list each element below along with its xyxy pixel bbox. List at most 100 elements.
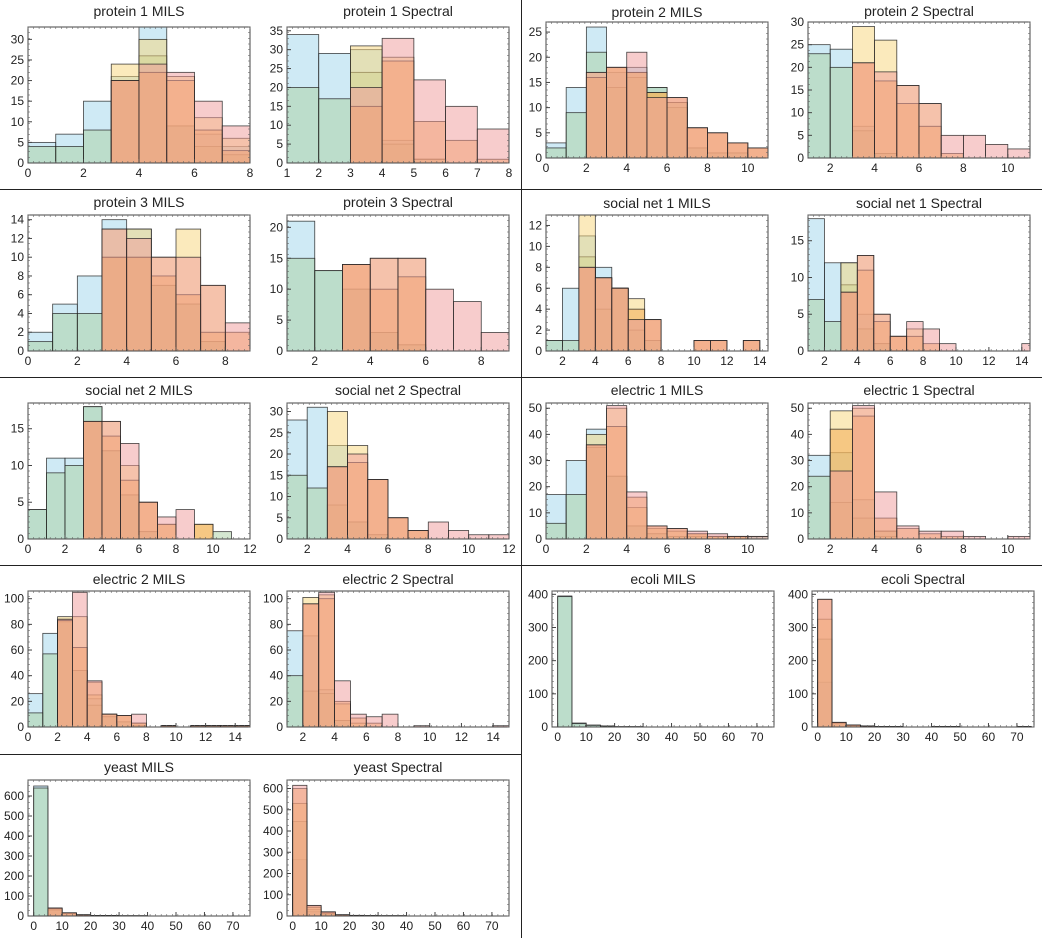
y-tick-label: 20	[270, 447, 284, 461]
y-tick-label: 15	[11, 94, 25, 108]
y-tick-label: 0	[276, 156, 283, 170]
minor-ticks	[807, 214, 1031, 352]
x-tick-label: 1	[284, 166, 291, 180]
x-tick-label: 10	[1001, 542, 1015, 556]
y-tick-label: 20	[11, 694, 25, 708]
minor-ticks	[807, 21, 1031, 159]
y-tick-label: 300	[788, 620, 808, 634]
y-tick-label: 6	[535, 281, 542, 295]
y-tick-label: 200	[4, 869, 24, 883]
x-tick-label: 6	[385, 542, 392, 556]
x-tick-label: 8	[920, 354, 927, 368]
minor-ticks	[545, 214, 769, 352]
y-tick-label: 0	[541, 720, 548, 734]
y-tick-label: 40	[791, 427, 805, 441]
chart-title: protein 1 MILS	[93, 3, 184, 19]
x-tick-label: 7	[474, 166, 481, 180]
x-tick-label: 0	[554, 730, 561, 744]
x-tick-label: 12	[720, 354, 734, 368]
y-tick-label: 10	[11, 250, 25, 264]
y-tick-label: 5	[276, 137, 283, 151]
x-tick-label: 10	[839, 730, 853, 744]
y-tick-label: 2	[17, 325, 24, 339]
y-tick-label: 400	[528, 587, 548, 601]
x-tick-label: 30	[636, 730, 650, 744]
x-tick-label: 10	[55, 919, 69, 933]
y-tick-label: 100	[528, 687, 548, 701]
y-tick-label: 0	[17, 720, 24, 734]
x-tick-label: 8	[173, 542, 180, 556]
chart-title: electric 2 Spectral	[342, 571, 453, 587]
x-tick-label: 4	[623, 542, 630, 556]
y-tick-label: 15	[11, 422, 25, 436]
x-tick-label: 0	[30, 919, 37, 933]
x-tick-label: 8	[478, 354, 485, 368]
chart-title: protein 1 Spectral	[343, 3, 453, 19]
y-tick-label: 10	[529, 506, 543, 520]
x-tick-label: 40	[400, 919, 414, 933]
x-tick-label: 4	[99, 542, 106, 556]
x-tick-label: 3	[347, 166, 354, 180]
bar-red	[413, 79, 446, 164]
x-tick-label: 0	[25, 166, 32, 180]
x-tick-label: 4	[379, 166, 386, 180]
bar-red	[320, 911, 336, 917]
x-tick-label: 20	[343, 919, 357, 933]
y-tick-label: 100	[4, 592, 24, 606]
x-tick-label: 50	[953, 730, 967, 744]
y-tick-label: 10	[791, 106, 805, 120]
x-tick-label: 4	[623, 161, 630, 175]
y-tick-label: 25	[270, 62, 284, 76]
y-tick-label: 15	[791, 234, 805, 248]
x-tick-label: 70	[750, 730, 764, 744]
bar-green	[318, 98, 351, 164]
x-tick-label: 4	[136, 166, 143, 180]
x-tick-label: 10	[1001, 161, 1015, 175]
x-tick-label: 50	[169, 919, 183, 933]
x-tick-label: 8	[960, 161, 967, 175]
x-tick-label: 50	[428, 919, 442, 933]
chart-title: social net 1 Spectral	[856, 195, 982, 211]
chart-title: protein 2 Spectral	[864, 3, 974, 19]
bar-red	[150, 256, 177, 352]
y-tick-label: 25	[11, 53, 25, 67]
x-tick-label: 12	[243, 542, 257, 556]
bar-red	[445, 105, 478, 164]
y-tick-label: 5	[276, 313, 283, 327]
x-tick-label: 40	[141, 919, 155, 933]
minor-ticks	[286, 779, 510, 917]
bar-red	[292, 784, 308, 917]
x-tick-label: 30	[896, 730, 910, 744]
x-tick-label: 12	[455, 730, 469, 744]
x-tick-label: 8	[143, 730, 150, 744]
bar-red	[453, 301, 482, 352]
y-tick-label: 4	[17, 306, 24, 320]
minor-ticks	[807, 402, 1031, 540]
x-tick-label: 6	[191, 166, 198, 180]
y-tick-label: 200	[263, 867, 283, 881]
chart-title: protein 3 Spectral	[343, 194, 453, 210]
y-tick-label: 5	[797, 307, 804, 321]
y-tick-label: 5	[17, 135, 24, 149]
x-tick-label: 8	[960, 542, 967, 556]
y-tick-label: 12	[11, 231, 25, 245]
y-tick-label: 0	[797, 344, 804, 358]
y-tick-label: 600	[4, 789, 24, 803]
x-tick-label: 60	[722, 730, 736, 744]
y-tick-label: 40	[529, 427, 543, 441]
y-tick-label: 40	[11, 669, 25, 683]
x-tick-label: 6	[136, 542, 143, 556]
y-tick-label: 20	[529, 480, 543, 494]
x-tick-label: 4	[331, 730, 338, 744]
y-tick-label: 0	[276, 909, 283, 923]
x-tick-label: 10	[741, 161, 755, 175]
x-tick-label: 4	[367, 354, 374, 368]
